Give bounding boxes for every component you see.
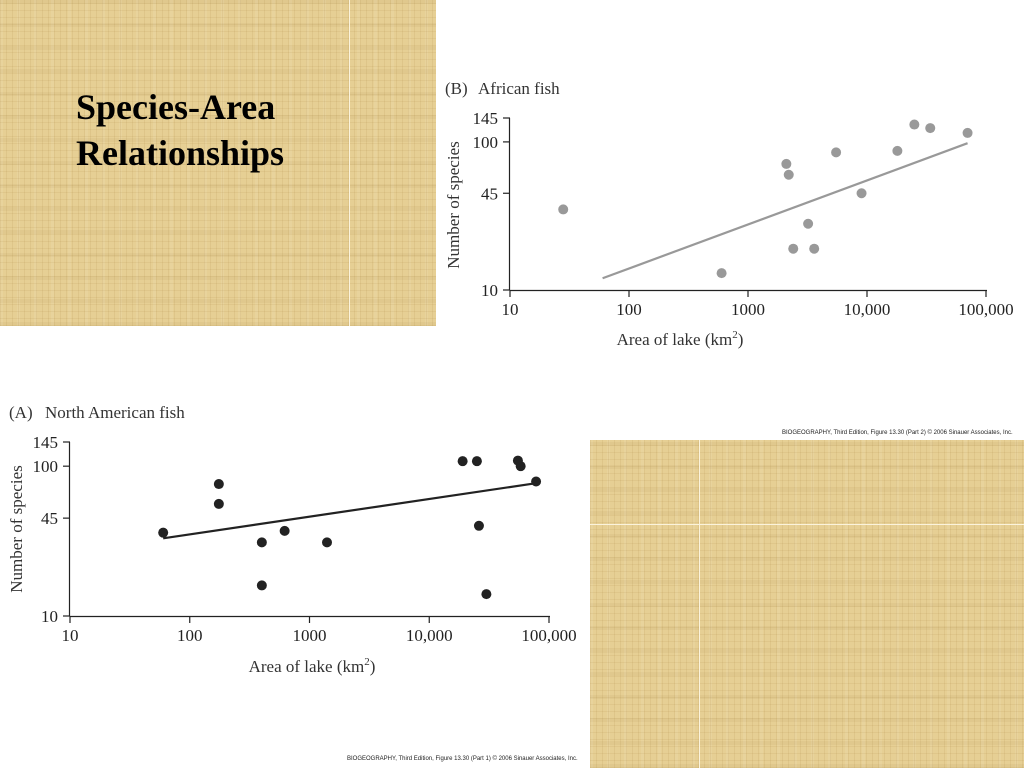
x-tick-label: 100 [616, 300, 642, 319]
x-tick-label: 10,000 [406, 626, 453, 645]
chart-african-fish: (B) African fish Number of species Area … [444, 79, 1014, 349]
texture-seam [699, 440, 700, 768]
data-point [457, 456, 468, 467]
x-tick-label: 100 [177, 626, 203, 645]
plot-area: 10 100 1000 10,000 100,000 10 45 100 145 [33, 433, 577, 645]
data-point [256, 537, 267, 548]
data-point [781, 158, 792, 169]
data-point [158, 527, 169, 538]
y-tick-label: 145 [33, 433, 59, 452]
data-point [213, 479, 224, 490]
panel-label: (B) [445, 79, 468, 98]
papyrus-background-bottom-right [590, 440, 1024, 768]
figure-credit-north-america: BIOGEOGRAPHY, Third Edition, Figure 13.3… [347, 756, 578, 762]
data-point [481, 589, 492, 600]
data-point [558, 204, 569, 215]
y-tick-label: 10 [41, 607, 58, 626]
data-point [256, 580, 267, 591]
data-point [803, 218, 814, 229]
data-point [892, 145, 903, 156]
texture-seam [590, 524, 1024, 525]
y-axis-label: Number of species [444, 141, 463, 268]
x-tick-label: 1000 [293, 626, 327, 645]
trend-line [163, 482, 537, 540]
x-tick-label: 10 [502, 300, 519, 319]
x-axis-label: Area of lake (km2) [617, 329, 744, 349]
slide-title-line-1: Species-Area [76, 87, 276, 127]
y-tick-label: 100 [33, 457, 59, 476]
x-tick-label: 100,000 [521, 626, 576, 645]
y-tick-label: 45 [41, 509, 58, 528]
y-tick-label: 45 [481, 184, 498, 203]
data-point [515, 461, 526, 472]
data-point [909, 119, 920, 130]
x-axis-label: Area of lake (km2) [249, 656, 376, 676]
data-point [809, 243, 820, 254]
data-point [531, 476, 542, 487]
chart-north-american-fish: (A) North American fish Number of specie… [7, 403, 577, 676]
data-point [962, 127, 973, 138]
x-tick-label: 10 [62, 626, 79, 645]
data-point [213, 498, 224, 509]
papyrus-background-top [0, 0, 436, 326]
plot-area: 10 100 1000 10,000 100,000 10 45 100 145 [473, 109, 1014, 319]
data-point [279, 525, 290, 536]
figure-credit-africa: BIOGEOGRAPHY, Third Edition, Figure 13.3… [782, 430, 1013, 436]
chart-title: North American fish [45, 403, 185, 422]
y-tick-label: 145 [473, 109, 499, 128]
y-axis-label: Number of species [7, 465, 26, 592]
data-point [783, 169, 794, 180]
data-point [716, 268, 727, 279]
data-point [788, 243, 799, 254]
x-tick-label: 100,000 [958, 300, 1013, 319]
chart-title: African fish [478, 79, 560, 98]
trend-line [602, 142, 968, 280]
panel-label: (A) [9, 403, 33, 422]
x-tick-label: 10,000 [844, 300, 891, 319]
data-point [321, 537, 332, 548]
data-point [473, 520, 484, 531]
y-tick-label: 10 [481, 281, 498, 300]
data-point [471, 456, 482, 467]
data-point [831, 147, 842, 158]
slide-title-line-2: Relationships [76, 133, 285, 173]
data-point [925, 123, 936, 134]
slide-title: Species-Area Relationships [76, 84, 284, 176]
x-tick-label: 1000 [731, 300, 765, 319]
y-tick-label: 100 [473, 133, 499, 152]
texture-seam [349, 0, 350, 326]
data-point [856, 188, 867, 199]
